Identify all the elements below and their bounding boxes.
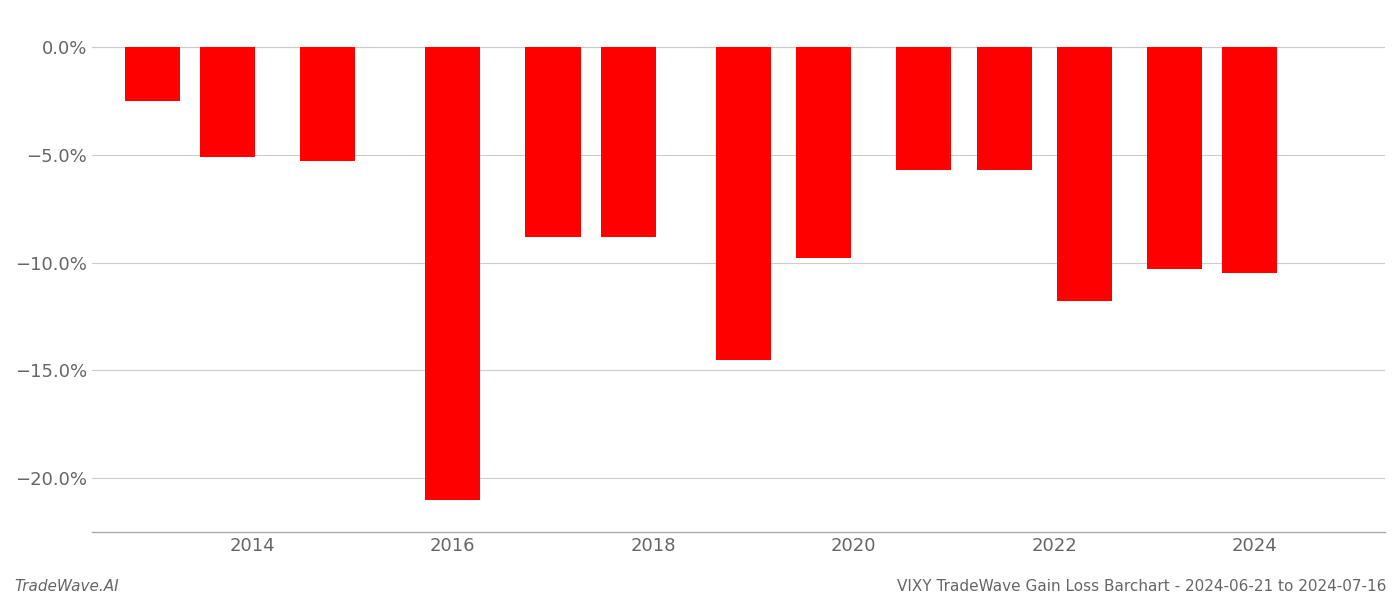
Bar — [200, 47, 255, 157]
Bar — [525, 47, 581, 236]
Bar — [125, 47, 179, 101]
Bar — [300, 47, 356, 161]
Bar — [1222, 47, 1277, 274]
Bar — [1057, 47, 1112, 301]
Text: VIXY TradeWave Gain Loss Barchart - 2024-06-21 to 2024-07-16: VIXY TradeWave Gain Loss Barchart - 2024… — [896, 579, 1386, 594]
Bar — [601, 47, 655, 236]
Bar — [715, 47, 771, 359]
Bar — [1147, 47, 1203, 269]
Bar — [977, 47, 1032, 170]
Text: TradeWave.AI: TradeWave.AI — [14, 579, 119, 594]
Bar — [426, 47, 480, 500]
Bar — [797, 47, 851, 258]
Bar — [896, 47, 952, 170]
